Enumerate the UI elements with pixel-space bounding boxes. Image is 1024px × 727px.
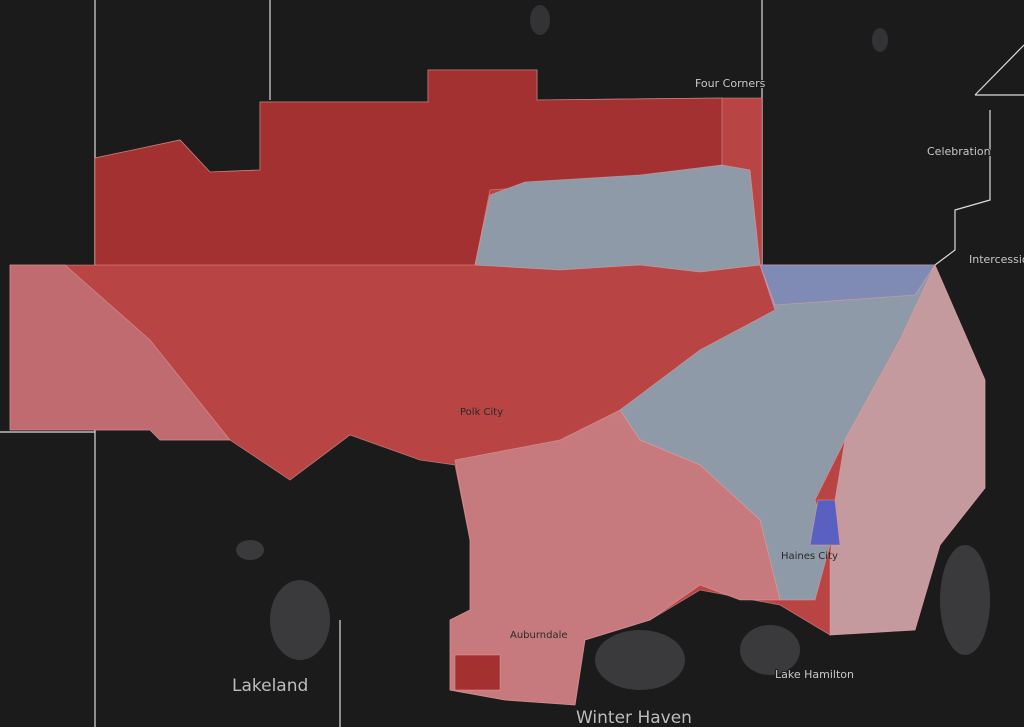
- place-label: Four Corners: [695, 77, 766, 90]
- region[interactable]: [474, 164, 761, 273]
- region[interactable]: [759, 264, 936, 306]
- place-label: Intercessio: [969, 253, 1024, 266]
- place-label: Polk City: [460, 407, 503, 418]
- labels: Four Corners Celebration Intercessio Pol…: [231, 76, 1024, 727]
- region[interactable]: [454, 654, 501, 691]
- region[interactable]: [9, 264, 231, 441]
- region[interactable]: [809, 499, 841, 546]
- place-label: Lakeland: [232, 676, 308, 696]
- place-label: Celebration: [927, 145, 991, 158]
- districts: [9, 69, 986, 706]
- place-label: Haines City: [781, 551, 838, 562]
- place-label: Auburndale: [510, 630, 568, 641]
- place-label: Winter Haven: [576, 708, 692, 727]
- place-label: Lake Hamilton: [775, 668, 854, 681]
- region[interactable]: [449, 409, 781, 706]
